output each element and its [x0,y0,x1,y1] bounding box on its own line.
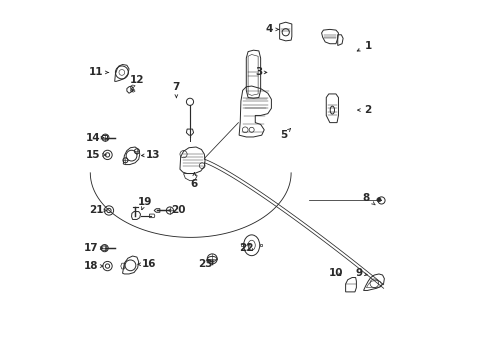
Text: 1: 1 [356,41,371,51]
Text: 5: 5 [280,129,290,140]
Text: 22: 22 [239,243,253,253]
Text: 18: 18 [84,261,103,271]
Text: 21: 21 [89,206,106,216]
Text: 4: 4 [265,24,278,35]
Text: 2: 2 [357,105,371,115]
Text: 17: 17 [84,243,103,253]
Text: 8: 8 [362,193,374,205]
Text: 13: 13 [141,150,160,160]
Text: 9: 9 [355,268,366,278]
Text: 14: 14 [86,133,103,143]
Text: 6: 6 [190,173,198,189]
Circle shape [376,198,380,202]
Text: 12: 12 [129,75,144,91]
Text: 10: 10 [328,268,343,278]
Text: 3: 3 [255,67,266,77]
Text: 20: 20 [168,206,185,216]
Text: 19: 19 [137,197,152,210]
Text: 15: 15 [86,150,106,160]
Text: 23: 23 [198,259,212,269]
Text: 7: 7 [172,82,180,98]
Text: 16: 16 [138,259,156,269]
Text: 11: 11 [88,67,108,77]
